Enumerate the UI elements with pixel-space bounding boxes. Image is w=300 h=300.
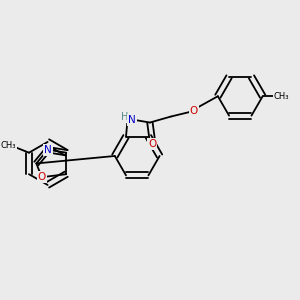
Text: H: H <box>122 112 129 122</box>
Text: O: O <box>148 139 156 149</box>
Text: CH₃: CH₃ <box>273 92 289 101</box>
Text: O: O <box>38 172 46 182</box>
Text: O: O <box>190 106 198 116</box>
Text: N: N <box>128 115 136 125</box>
Text: CH₃: CH₃ <box>1 141 16 150</box>
Text: N: N <box>44 145 52 155</box>
